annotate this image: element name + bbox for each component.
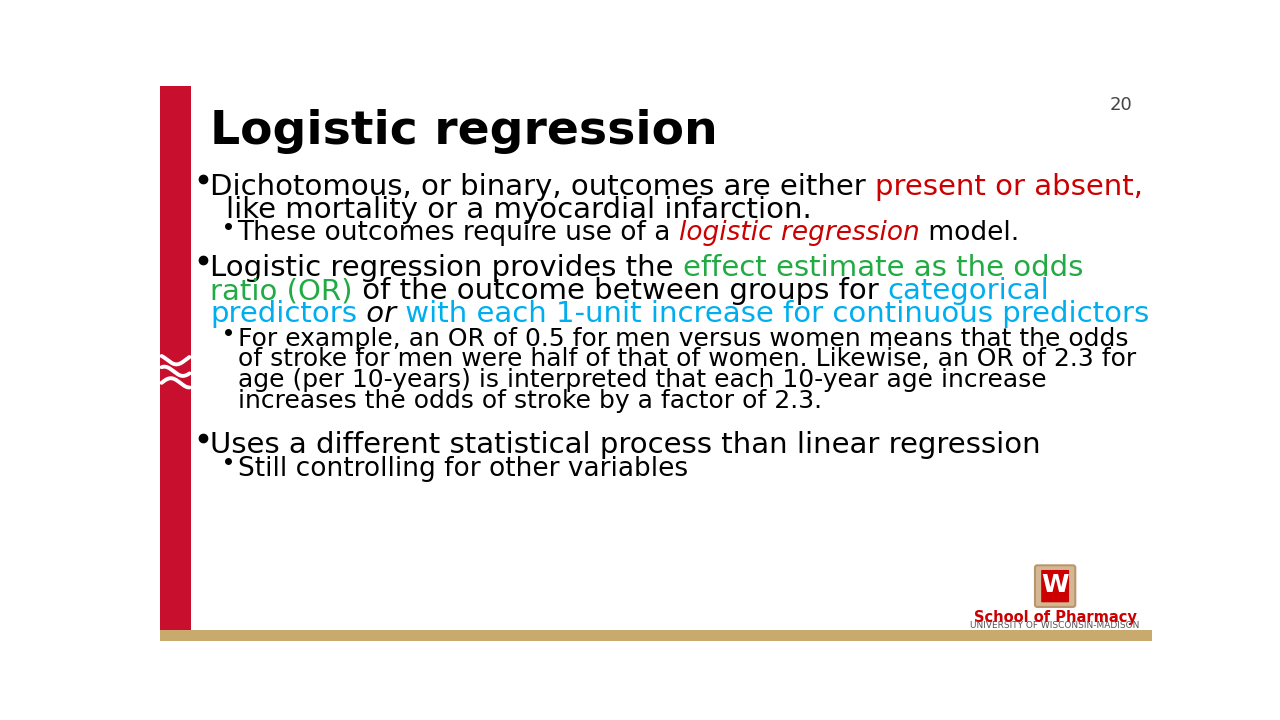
- Text: School of Pharmacy: School of Pharmacy: [974, 610, 1137, 625]
- Text: Dichotomous, or binary, outcomes are either: Dichotomous, or binary, outcomes are eit…: [210, 173, 876, 201]
- Text: age (per 10-years) is interpreted that each 10-year age increase: age (per 10-years) is interpreted that e…: [238, 368, 1046, 392]
- Text: model.: model.: [920, 220, 1019, 246]
- Text: Uses a different statistical process than linear regression: Uses a different statistical process tha…: [210, 431, 1041, 459]
- Text: or: or: [357, 300, 397, 328]
- Text: Still controlling for other variables: Still controlling for other variables: [238, 456, 687, 482]
- Text: Logistic regression provides the: Logistic regression provides the: [210, 254, 684, 282]
- FancyBboxPatch shape: [1041, 570, 1069, 603]
- Text: of the outcome between groups for: of the outcome between groups for: [353, 277, 888, 305]
- Text: These outcomes require use of a: These outcomes require use of a: [238, 220, 680, 246]
- Text: with each 1-unit increase for continuous predictors: with each 1-unit increase for continuous…: [397, 300, 1149, 328]
- Text: present or absent,: present or absent,: [876, 173, 1143, 201]
- Text: For example, an OR of 0.5 for men versus women means that the odds: For example, an OR of 0.5 for men versus…: [238, 327, 1128, 351]
- Text: effect estimate as the odds: effect estimate as the odds: [684, 254, 1083, 282]
- Text: W: W: [1042, 573, 1069, 598]
- FancyBboxPatch shape: [1036, 565, 1075, 607]
- Text: of stroke for men were half of that of women. Likewise, an OR of 2.3 for: of stroke for men were half of that of w…: [238, 348, 1135, 372]
- Text: UNIVERSITY OF WISCONSIN-MADISON: UNIVERSITY OF WISCONSIN-MADISON: [970, 621, 1139, 630]
- Bar: [160, 630, 1152, 641]
- Text: like mortality or a myocardial infarction.: like mortality or a myocardial infarctio…: [225, 196, 812, 224]
- Text: logistic regression: logistic regression: [680, 220, 920, 246]
- Text: 20: 20: [1110, 96, 1133, 114]
- Bar: [160, 86, 191, 641]
- Text: ratio (OR): ratio (OR): [210, 277, 353, 305]
- Text: increases the odds of stroke by a factor of 2.3.: increases the odds of stroke by a factor…: [238, 389, 822, 413]
- Text: categorical: categorical: [888, 277, 1050, 305]
- Text: Logistic regression: Logistic regression: [210, 109, 718, 155]
- Text: predictors: predictors: [210, 300, 357, 328]
